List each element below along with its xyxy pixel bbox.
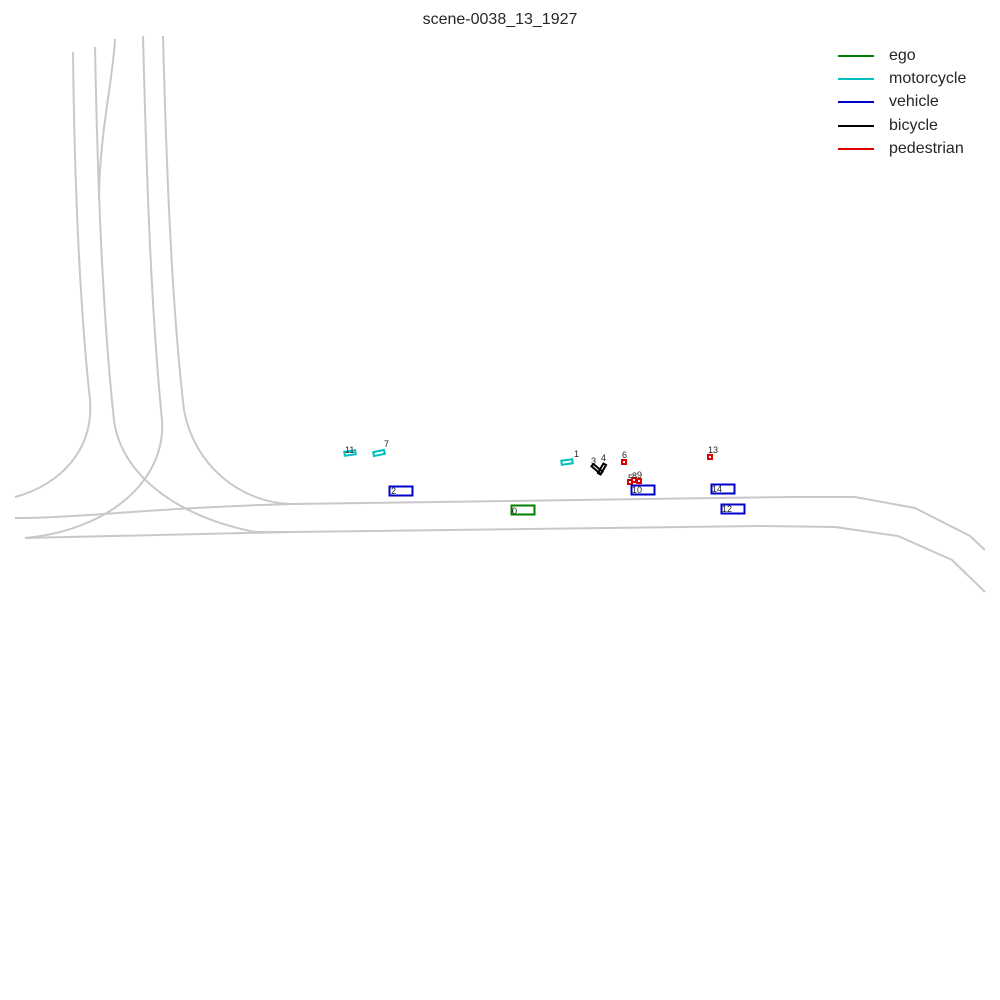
bicycle-box-4	[596, 462, 608, 476]
legend-item-ego: ego	[838, 44, 988, 67]
legend-item-vehicle: vehicle	[838, 91, 988, 114]
lane-line	[14, 51, 92, 498]
legend-item-bicycle: bicycle	[838, 114, 988, 137]
legend-label: ego	[889, 46, 916, 64]
object-label-4: 4	[601, 453, 606, 463]
motorcycle-box-1	[560, 458, 574, 466]
legend-item-pedestrian: pedestrian	[838, 138, 988, 161]
motorcycle-box-7	[372, 448, 386, 458]
object-label-7: 7	[384, 439, 389, 449]
legend-label: motorcycle	[889, 70, 967, 88]
legend-label: pedestrian	[889, 140, 964, 158]
vehicle-box-10	[630, 484, 656, 496]
object-label-13: 13	[708, 445, 718, 455]
motorcycle-box-11	[343, 449, 357, 457]
legend-swatch	[838, 54, 874, 57]
scene-title: scene-0038_13_1927	[422, 11, 578, 28]
legend-swatch	[838, 101, 874, 104]
legend-swatch	[838, 148, 874, 151]
object-label-5: 5	[628, 473, 633, 483]
pedestrian-box-9	[636, 478, 642, 484]
object-label-1: 1	[574, 449, 579, 459]
legend-item-motorcycle: motorcycle	[838, 67, 988, 90]
object-label-2: 2	[391, 486, 396, 496]
legend-swatch	[838, 124, 874, 127]
vehicle-box-2	[388, 485, 414, 497]
ego-box-0	[510, 504, 536, 516]
object-label-14: 14	[712, 484, 722, 494]
lane-lines	[14, 35, 986, 593]
vehicle-box-14	[710, 483, 736, 495]
legend-label: vehicle	[889, 93, 939, 111]
legend-swatch	[838, 78, 874, 81]
vehicle-box-12	[720, 503, 746, 515]
lane-line	[94, 46, 290, 533]
pedestrian-box-13	[707, 454, 713, 460]
object-label-12: 12	[722, 504, 732, 514]
object-label-6: 6	[622, 450, 627, 460]
lane-line	[24, 35, 164, 539]
legend: ego motorcycle vehicle bicycle pedestrian	[838, 44, 988, 161]
object-label-3: 3	[591, 456, 596, 466]
object-label-10: 10	[632, 485, 642, 495]
object-label-9: 9	[637, 470, 642, 480]
lane-line	[14, 496, 986, 551]
pedestrian-box-6	[621, 459, 627, 465]
object-label-0: 0	[512, 506, 517, 516]
lane-line	[98, 38, 116, 197]
object-label-11: 11	[345, 445, 354, 455]
lane-line	[162, 35, 293, 505]
lane-line	[24, 524, 986, 593]
object-label-8: 8	[632, 471, 637, 481]
legend-label: bicycle	[889, 116, 938, 134]
